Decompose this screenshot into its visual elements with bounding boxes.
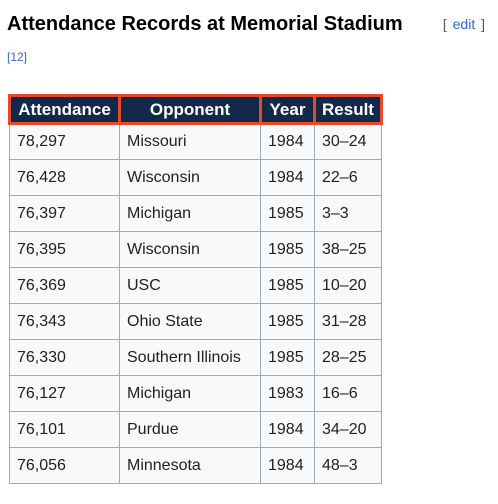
column-header-result: Result	[313, 94, 383, 125]
year-cell: 1985	[260, 195, 315, 232]
attendance-cell: 78,297	[9, 123, 120, 160]
column-header-year: Year	[259, 94, 316, 125]
attendance-cell: 76,369	[9, 267, 120, 304]
year-cell: 1985	[260, 267, 315, 304]
year-cell: 1984	[260, 159, 315, 196]
table-header-row: Attendance Opponent Year Result	[8, 94, 383, 125]
edit-bracket-close: ]	[481, 16, 485, 32]
opponent-cell: Michigan	[119, 375, 261, 412]
attendance-cell: 76,056	[9, 447, 120, 484]
attendance-cell: 76,428	[9, 159, 120, 196]
table-row: 76,397 Michigan 1985 3–3	[9, 195, 382, 232]
year-cell: 1983	[260, 375, 315, 412]
attendance-cell: 76,395	[9, 231, 120, 268]
year-cell: 1985	[260, 303, 315, 340]
attendance-cell: 76,101	[9, 411, 120, 448]
edit-link[interactable]: edit	[452, 16, 476, 32]
result-cell: 16–6	[314, 375, 382, 412]
opponent-cell: Michigan	[119, 195, 261, 232]
opponent-cell: Ohio State	[119, 303, 261, 340]
page-title: Attendance Records at Memorial Stadium	[7, 13, 403, 35]
result-cell: 34–20	[314, 411, 382, 448]
reference-link[interactable]: [12]	[7, 50, 28, 64]
year-cell: 1985	[260, 339, 315, 376]
result-cell: 10–20	[314, 267, 382, 304]
attendance-table: Attendance Opponent Year Result 78,297 M…	[8, 94, 383, 484]
table-row: 76,369 USC 1985 10–20	[9, 267, 382, 304]
edit-bracket-open: [	[442, 16, 447, 32]
table-row: 76,428 Wisconsin 1984 22–6	[9, 159, 382, 196]
opponent-cell: Wisconsin	[119, 159, 261, 196]
table-row: 76,127 Michigan 1983 16–6	[9, 375, 382, 412]
edit-section: [ edit ]	[443, 14, 485, 34]
table-row: 76,330 Southern Illinois 1985 28–25	[9, 339, 382, 376]
table-row: 76,395 Wisconsin 1985 38–25	[9, 231, 382, 268]
column-header-opponent: Opponent	[118, 94, 262, 125]
year-cell: 1984	[260, 123, 315, 160]
attendance-cell: 76,343	[9, 303, 120, 340]
opponent-cell: Missouri	[119, 123, 261, 160]
table-row: 76,343 Ohio State 1985 31–28	[9, 303, 382, 340]
year-cell: 1984	[260, 447, 315, 484]
result-cell: 31–28	[314, 303, 382, 340]
result-cell: 22–6	[314, 159, 382, 196]
opponent-cell: Wisconsin	[119, 231, 261, 268]
attendance-cell: 76,397	[9, 195, 120, 232]
result-cell: 38–25	[314, 231, 382, 268]
opponent-cell: Purdue	[119, 411, 261, 448]
result-cell: 30–24	[314, 123, 382, 160]
opponent-cell: Minnesota	[119, 447, 261, 484]
table-row: 76,056 Minnesota 1984 48–3	[9, 447, 382, 484]
table-row: 78,297 Missouri 1984 30–24	[9, 123, 382, 160]
year-cell: 1985	[260, 231, 315, 268]
result-cell: 3–3	[314, 195, 382, 232]
table-row: 76,101 Purdue 1984 34–20	[9, 411, 382, 448]
result-cell: 28–25	[314, 339, 382, 376]
result-cell: 48–3	[314, 447, 382, 484]
year-cell: 1984	[260, 411, 315, 448]
opponent-cell: USC	[119, 267, 261, 304]
section-heading: Attendance Records at Memorial Stadium […	[7, 11, 491, 37]
attendance-cell: 76,330	[9, 339, 120, 376]
column-header-attendance: Attendance	[8, 94, 121, 125]
opponent-cell: Southern Illinois	[119, 339, 261, 376]
attendance-cell: 76,127	[9, 375, 120, 412]
